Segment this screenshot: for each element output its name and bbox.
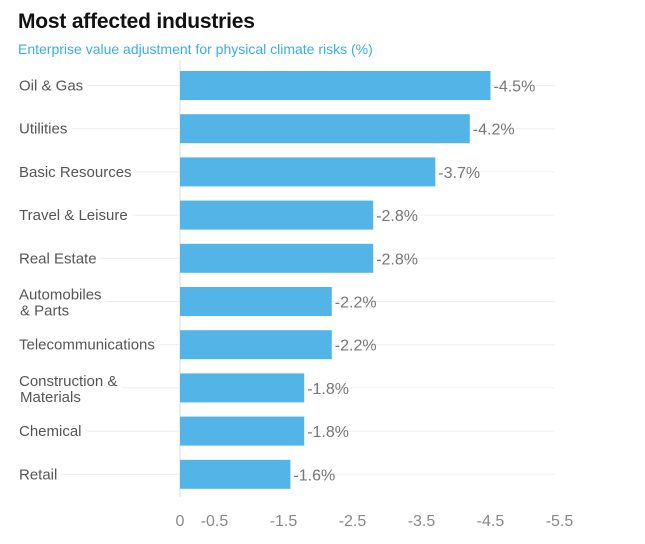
category-label-bg	[17, 250, 101, 268]
value-label: -1.8%	[307, 424, 349, 441]
category-label-bg	[17, 423, 86, 441]
x-tick-label: -0.5	[201, 513, 229, 530]
x-tick-label: -5.5	[546, 513, 574, 530]
value-label: -4.2%	[473, 122, 515, 139]
value-label: -3.7%	[438, 165, 480, 182]
x-tick-label: 0	[176, 513, 185, 530]
x-tick-label: -1.5	[270, 513, 298, 530]
category-label: Travel & Leisure	[19, 207, 128, 224]
category-label-bg	[17, 372, 122, 406]
category-label: Automobiles & Parts	[19, 287, 102, 320]
bar	[180, 114, 470, 144]
value-label: -2.8%	[376, 208, 418, 225]
bar	[180, 416, 305, 446]
chart-title: Most affected industries	[18, 10, 255, 33]
category-label: Chemical	[19, 423, 82, 440]
category-label: Oil & Gas	[19, 78, 83, 95]
x-tick-label: -3.5	[408, 513, 436, 530]
value-label: -1.8%	[307, 381, 349, 398]
bar	[180, 330, 332, 360]
value-label: -4.5%	[494, 79, 536, 96]
value-label: -1.6%	[293, 467, 335, 484]
chart-subtitle: Enterprise value adjustment for physical…	[18, 41, 373, 57]
category-label: Construction & Materials	[19, 373, 117, 406]
category-label-bg	[17, 336, 159, 354]
bar	[180, 459, 291, 489]
bar	[180, 287, 332, 316]
category-label: Telecommunications	[19, 337, 155, 354]
bar	[180, 200, 374, 230]
x-tick-label: -2.5	[339, 513, 367, 530]
category-label: Real Estate	[19, 250, 97, 267]
category-label: Basic Resources	[19, 164, 132, 181]
value-label: -2.2%	[335, 295, 377, 312]
bar	[180, 243, 374, 273]
category-label-bg	[17, 120, 72, 138]
category-label-bg	[17, 77, 88, 95]
value-label: -2.2%	[335, 338, 377, 355]
category-label: Retail	[19, 466, 57, 483]
bar	[180, 157, 436, 187]
bar	[180, 71, 491, 100]
x-tick-label: -4.5	[477, 513, 505, 530]
category-label-bg	[17, 286, 106, 320]
category-label-bg	[17, 466, 62, 484]
bar	[180, 373, 305, 403]
category-label-bg	[17, 207, 132, 225]
category-label-bg	[17, 163, 136, 181]
value-label: -2.8%	[376, 251, 418, 268]
category-label: Utilities	[19, 121, 67, 138]
